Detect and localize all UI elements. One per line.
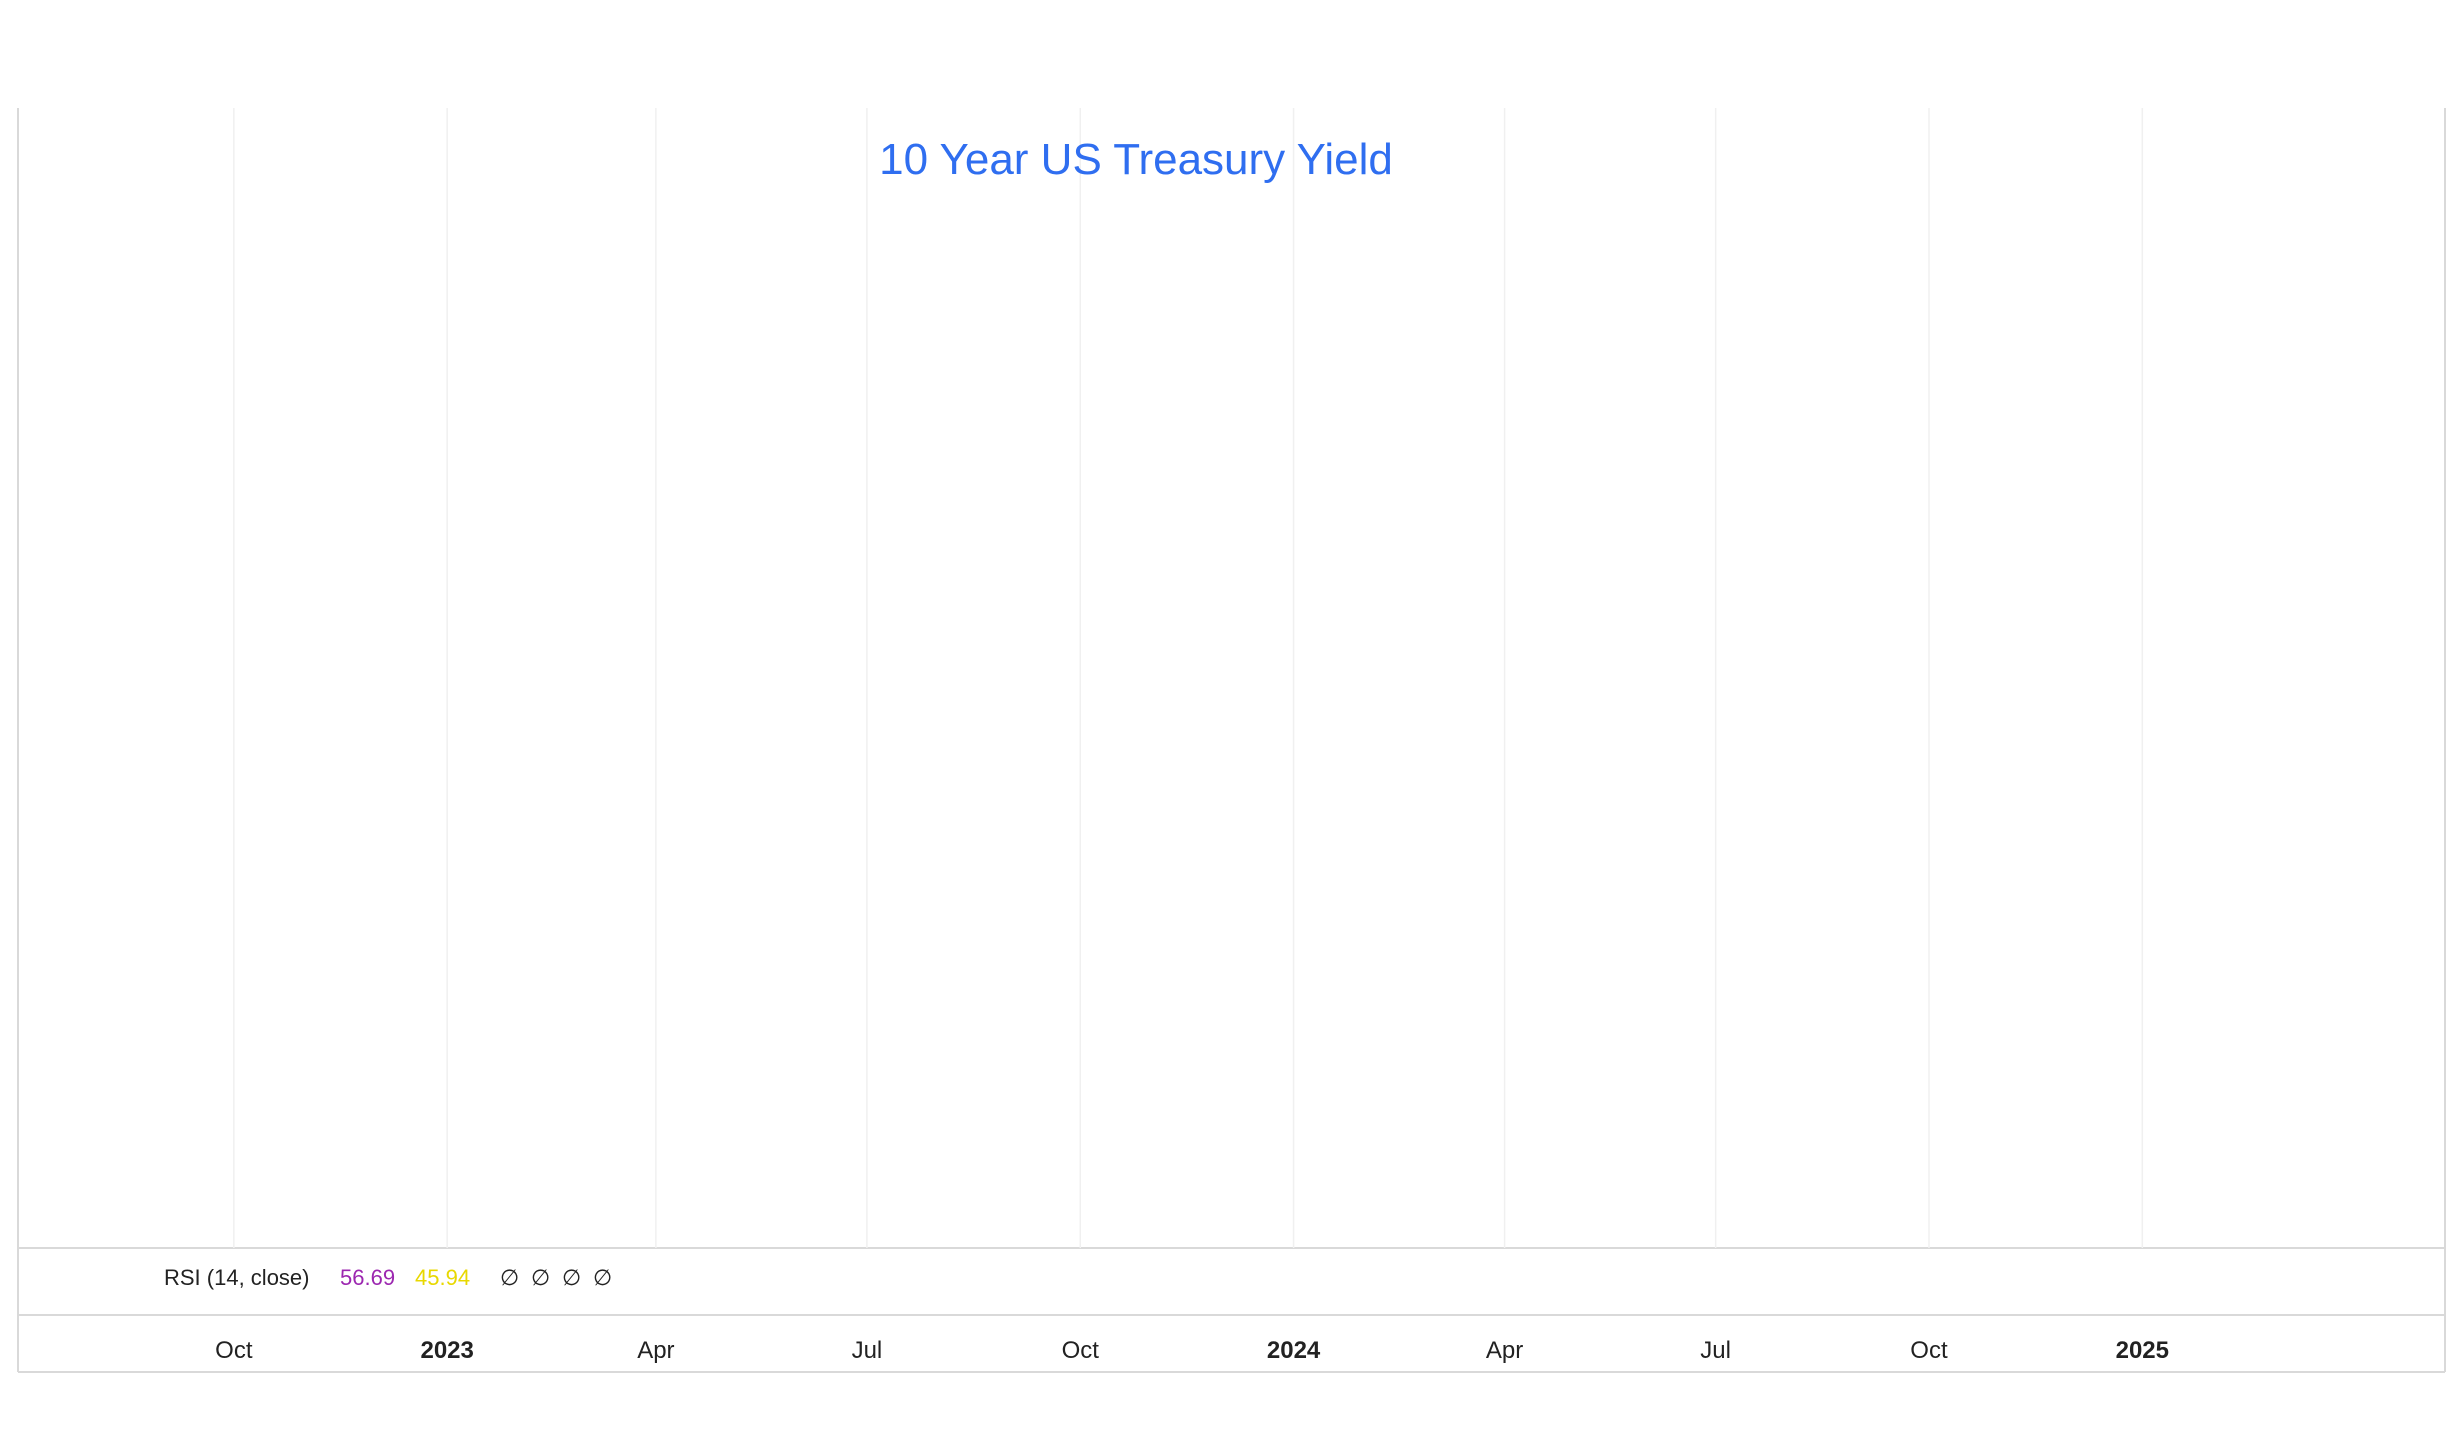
- rsi-empty-mark-1: ∅: [500, 1266, 519, 1291]
- chart-title: 10 Year US Treasury Yield: [879, 135, 1393, 184]
- x-tick-label: Apr: [1486, 1337, 1523, 1364]
- x-tick-label: 2025: [2116, 1337, 2169, 1364]
- rsi-value-2: 45.94: [415, 1265, 470, 1290]
- rsi-empty-mark-2: ∅: [531, 1266, 550, 1291]
- x-tick-label: Oct: [1910, 1337, 1948, 1364]
- rsi-value-1: 56.69: [340, 1265, 395, 1290]
- x-tick-label: Oct: [215, 1337, 253, 1364]
- rsi-label: RSI (14, close): [164, 1265, 310, 1290]
- x-tick-label: Oct: [1062, 1337, 1100, 1364]
- rsi-legend: RSI (14, close) 56.69 45.94 ∅ ∅ ∅ ∅: [164, 1265, 612, 1291]
- x-tick-label: Apr: [637, 1337, 674, 1364]
- rsi-empty-mark-3: ∅: [562, 1266, 581, 1291]
- x-tick-label: 2024: [1267, 1337, 1321, 1364]
- rsi-empty-mark-4: ∅: [593, 1266, 612, 1291]
- x-tick-label: Jul: [1700, 1337, 1731, 1364]
- x-tick-label: Jul: [852, 1337, 883, 1364]
- x-tick-label: 2023: [420, 1337, 473, 1364]
